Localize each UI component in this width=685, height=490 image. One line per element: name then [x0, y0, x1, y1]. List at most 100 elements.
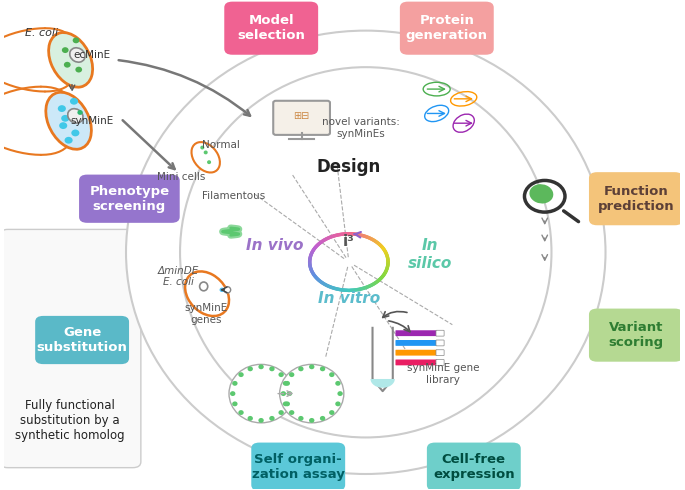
- Text: novel variants:
synMinEs: novel variants: synMinEs: [322, 117, 400, 139]
- Ellipse shape: [160, 192, 173, 201]
- Ellipse shape: [73, 37, 79, 43]
- Ellipse shape: [232, 381, 238, 386]
- Text: Design: Design: [316, 158, 381, 176]
- Text: In: In: [422, 239, 438, 253]
- Ellipse shape: [71, 129, 79, 136]
- Ellipse shape: [309, 365, 314, 369]
- Ellipse shape: [61, 115, 69, 122]
- Ellipse shape: [289, 410, 295, 415]
- Ellipse shape: [258, 418, 264, 423]
- Text: In vitro: In vitro: [318, 291, 380, 306]
- Ellipse shape: [232, 401, 238, 406]
- Text: Self organi-
zation assay: Self organi- zation assay: [252, 453, 345, 481]
- Ellipse shape: [279, 365, 344, 423]
- Ellipse shape: [220, 288, 224, 292]
- Ellipse shape: [180, 67, 551, 438]
- Text: Variant
scoring: Variant scoring: [608, 321, 664, 349]
- Ellipse shape: [530, 184, 553, 203]
- Ellipse shape: [230, 391, 236, 396]
- Ellipse shape: [284, 401, 290, 406]
- Ellipse shape: [238, 410, 244, 415]
- Text: Gene
substitution: Gene substitution: [37, 326, 127, 354]
- Ellipse shape: [278, 372, 284, 377]
- Text: i³: i³: [343, 234, 355, 248]
- Ellipse shape: [62, 47, 68, 53]
- FancyBboxPatch shape: [251, 442, 345, 490]
- Ellipse shape: [269, 367, 275, 371]
- Ellipse shape: [68, 109, 83, 123]
- Text: E. coli: E. coli: [25, 28, 58, 38]
- FancyBboxPatch shape: [436, 350, 444, 356]
- FancyBboxPatch shape: [273, 101, 330, 135]
- FancyBboxPatch shape: [224, 1, 318, 55]
- Ellipse shape: [284, 381, 290, 386]
- Ellipse shape: [298, 367, 303, 371]
- Ellipse shape: [150, 182, 162, 192]
- Text: Function
prediction: Function prediction: [597, 185, 674, 213]
- Ellipse shape: [170, 186, 174, 190]
- FancyBboxPatch shape: [427, 442, 521, 490]
- Ellipse shape: [159, 204, 163, 208]
- Ellipse shape: [283, 401, 288, 406]
- Ellipse shape: [320, 367, 325, 371]
- Text: Normal: Normal: [201, 140, 240, 150]
- Text: In vivo: In vivo: [246, 238, 303, 252]
- FancyBboxPatch shape: [400, 1, 494, 55]
- Ellipse shape: [154, 185, 158, 189]
- Text: Cell-free
expression: Cell-free expression: [433, 453, 514, 481]
- Ellipse shape: [335, 401, 340, 406]
- Text: Phenotype
screening: Phenotype screening: [89, 185, 169, 213]
- Ellipse shape: [269, 416, 275, 421]
- Ellipse shape: [192, 142, 220, 172]
- Ellipse shape: [283, 381, 288, 386]
- Ellipse shape: [289, 372, 295, 377]
- Text: ⊞⊟: ⊞⊟: [293, 111, 310, 121]
- Text: silico: silico: [408, 256, 452, 271]
- FancyBboxPatch shape: [436, 360, 444, 366]
- Ellipse shape: [335, 381, 340, 386]
- Text: synMinE gene
library: synMinE gene library: [407, 363, 480, 385]
- Ellipse shape: [320, 416, 325, 421]
- FancyBboxPatch shape: [395, 340, 437, 346]
- FancyBboxPatch shape: [395, 360, 437, 366]
- Ellipse shape: [199, 282, 208, 291]
- Ellipse shape: [309, 418, 314, 423]
- Ellipse shape: [77, 110, 83, 115]
- Text: Protein
generation: Protein generation: [406, 14, 488, 42]
- FancyBboxPatch shape: [395, 330, 437, 336]
- Ellipse shape: [329, 410, 334, 415]
- Ellipse shape: [126, 30, 606, 474]
- FancyBboxPatch shape: [436, 330, 444, 336]
- Text: synMinE
genes: synMinE genes: [184, 303, 227, 325]
- Ellipse shape: [75, 67, 82, 73]
- Text: ΔminDE
E. coli: ΔminDE E. coli: [158, 266, 199, 288]
- Ellipse shape: [278, 410, 284, 415]
- Ellipse shape: [64, 62, 71, 68]
- Ellipse shape: [207, 160, 211, 164]
- FancyBboxPatch shape: [395, 350, 437, 356]
- FancyBboxPatch shape: [35, 316, 129, 364]
- Wedge shape: [371, 379, 395, 388]
- Ellipse shape: [151, 196, 155, 199]
- Ellipse shape: [287, 391, 292, 396]
- FancyBboxPatch shape: [589, 172, 683, 225]
- Ellipse shape: [70, 48, 85, 62]
- Ellipse shape: [64, 137, 73, 144]
- Ellipse shape: [166, 183, 178, 193]
- Ellipse shape: [338, 391, 342, 396]
- FancyBboxPatch shape: [79, 174, 179, 223]
- Ellipse shape: [229, 365, 293, 423]
- Ellipse shape: [185, 271, 229, 316]
- Ellipse shape: [298, 416, 303, 421]
- Ellipse shape: [58, 105, 66, 112]
- Text: Model
selection: Model selection: [237, 14, 305, 42]
- Ellipse shape: [70, 98, 78, 105]
- Text: synMinE: synMinE: [71, 116, 114, 126]
- FancyBboxPatch shape: [0, 229, 141, 467]
- Ellipse shape: [200, 146, 204, 149]
- Ellipse shape: [329, 372, 334, 377]
- Text: Filamentous: Filamentous: [203, 191, 266, 201]
- Ellipse shape: [164, 195, 169, 198]
- Ellipse shape: [247, 416, 253, 421]
- Text: Mini cells: Mini cells: [157, 172, 206, 182]
